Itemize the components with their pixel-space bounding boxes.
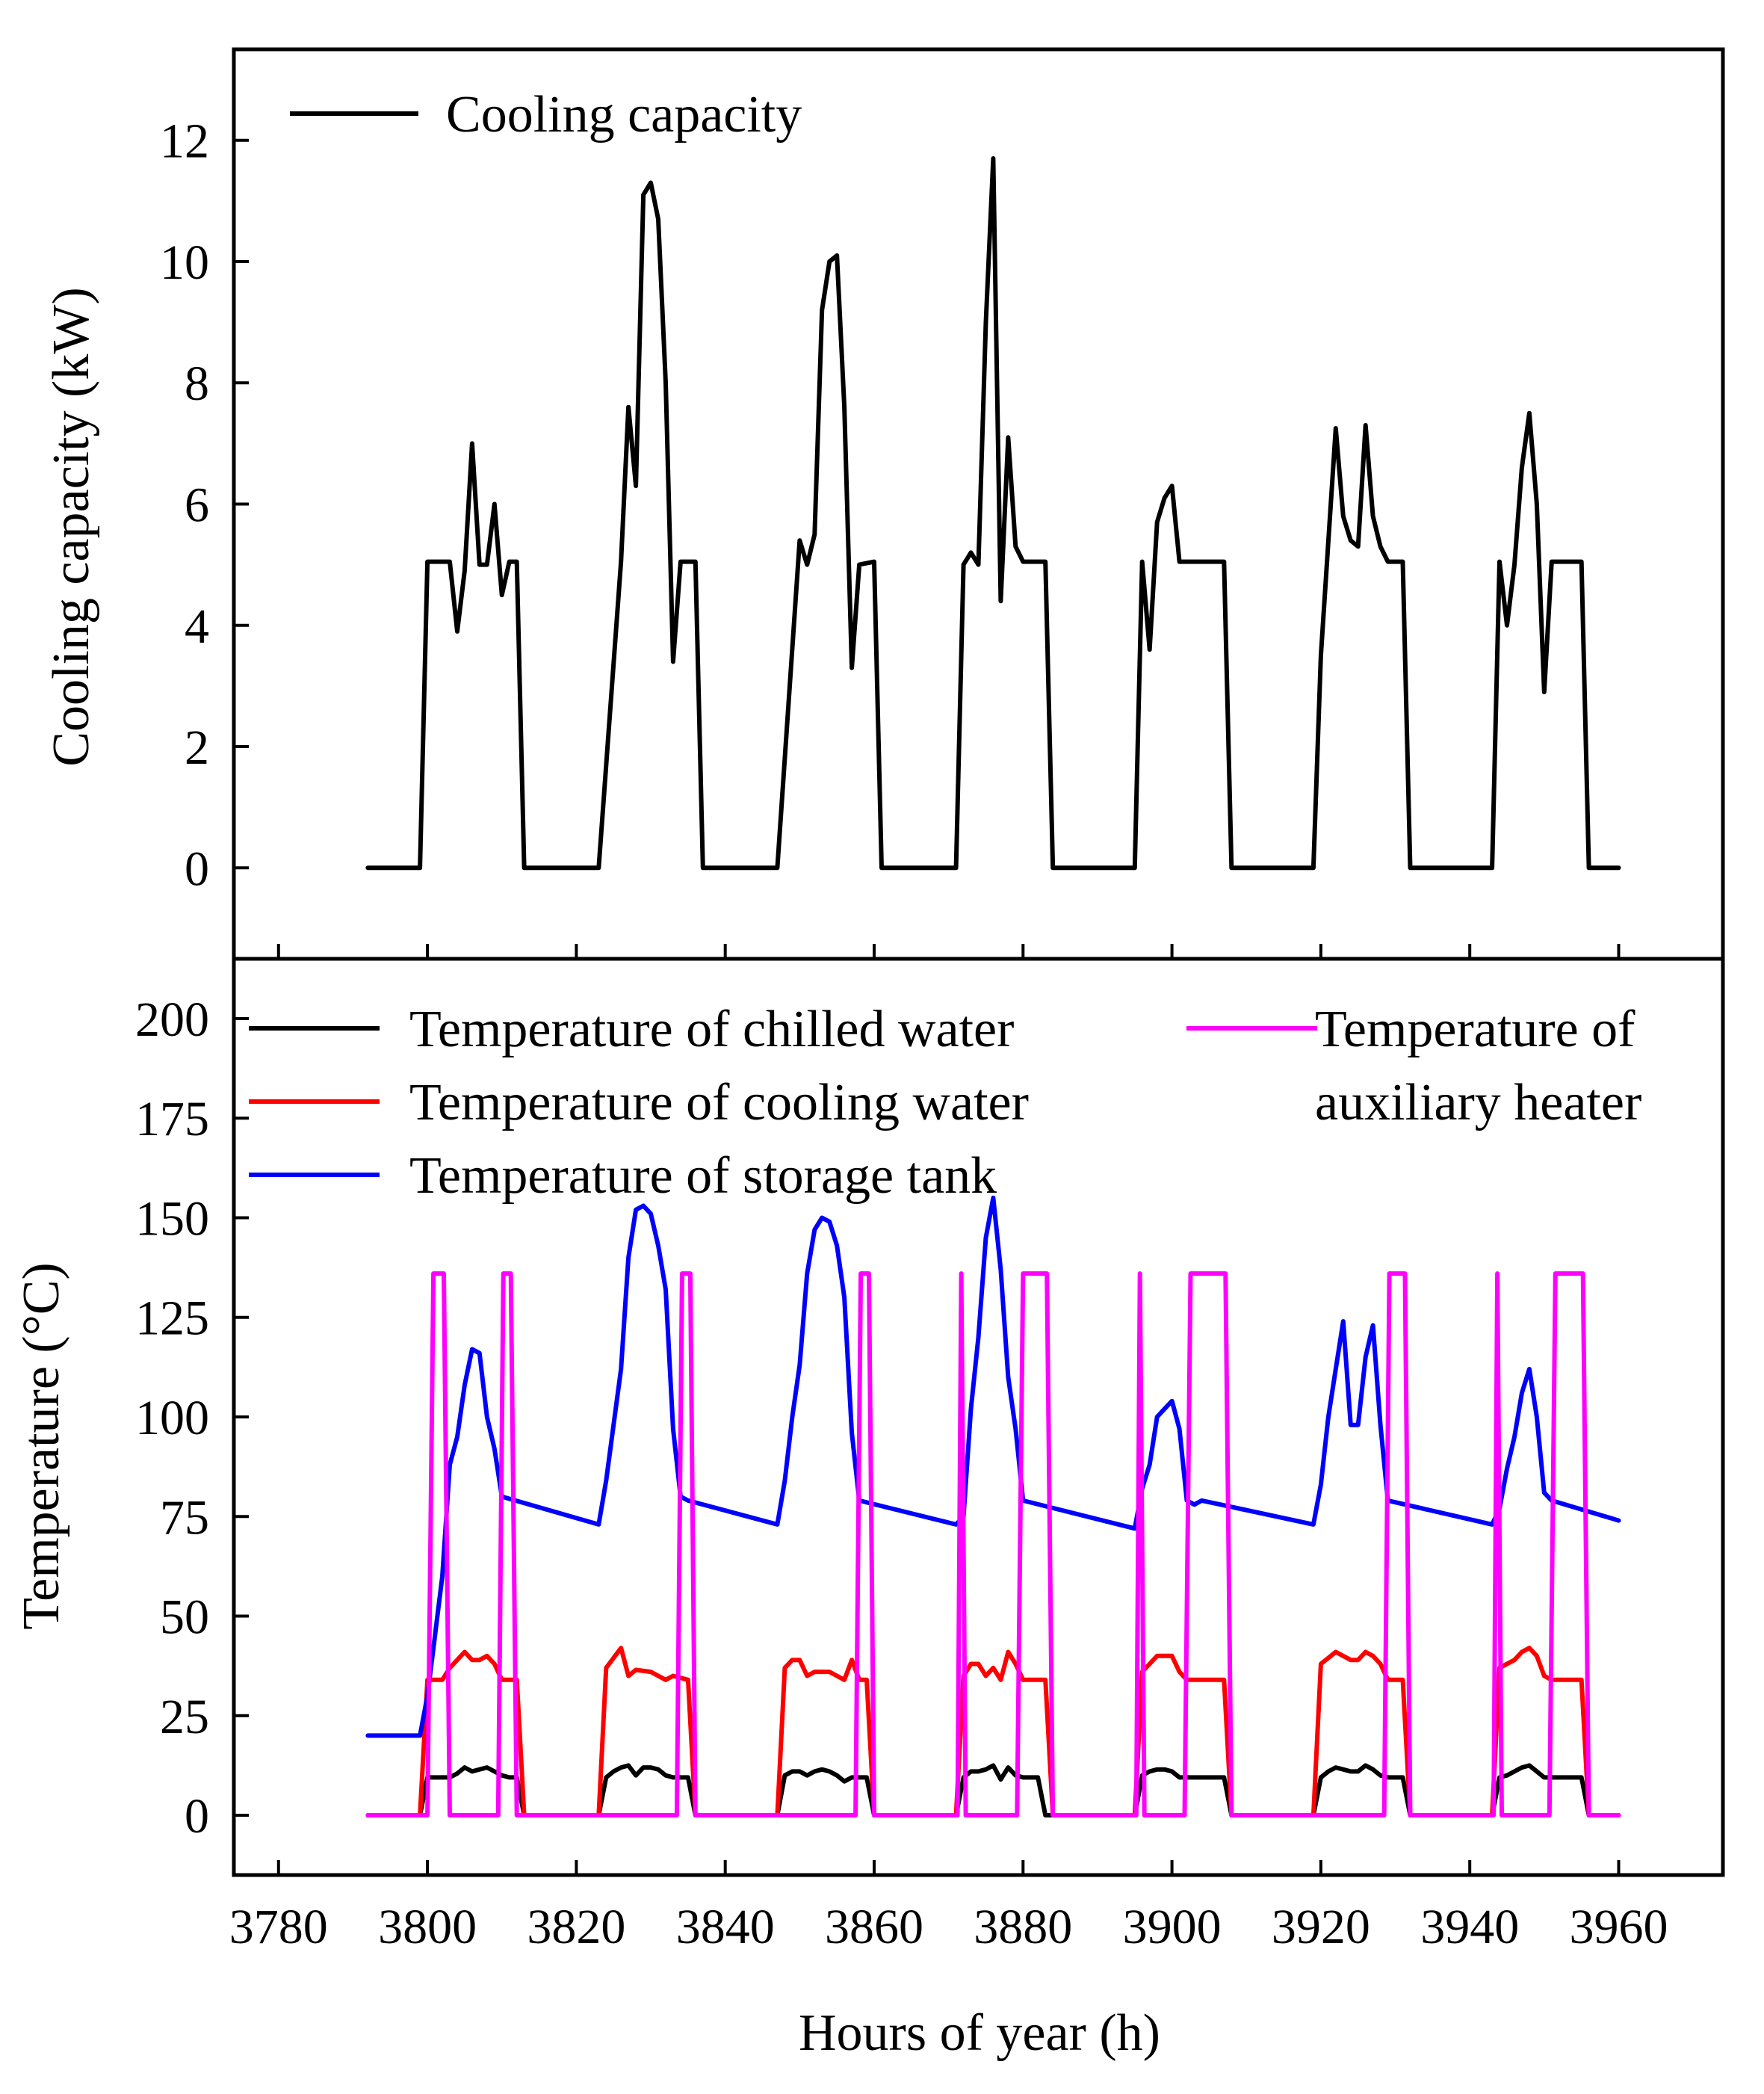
series-line-temperature-of-cooling-water — [365, 1646, 1621, 1817]
x-tick-label: 3780 — [229, 1900, 328, 1954]
y-tick-label: 12 — [160, 114, 209, 169]
y-tick-label: 2 — [185, 720, 209, 775]
y-tick-label: 175 — [135, 1092, 209, 1146]
x-tick-label: 3920 — [1272, 1900, 1370, 1954]
y-tick-label: 4 — [185, 599, 209, 654]
bottom-panel: Temperature (°C) 0 25 50 75 100 125 150 175 200 3… — [13, 957, 1725, 1954]
x-tick-label: 3820 — [527, 1900, 625, 1954]
legend-label: Temperature of cooling water — [409, 1074, 1029, 1131]
y-tick-label: 125 — [135, 1291, 209, 1346]
series-line-temperature-of-chilled-water — [365, 1763, 1621, 1817]
y-tick-label: 10 — [160, 235, 209, 290]
top-panel: Cooling capacity (kW) 0 2 4 6 8 10 12 Cooling c… — [43, 47, 1725, 961]
y-tick-label: 75 — [160, 1490, 209, 1545]
x-tick-label: 3860 — [825, 1900, 923, 1954]
y-tick-label: 0 — [185, 1789, 209, 1844]
x-tick-label: 3940 — [1420, 1900, 1519, 1954]
x-axis-title: Hours of year (h) — [799, 2004, 1160, 2062]
bottom-y-axis-title: Temperature (°C) — [13, 1262, 70, 1629]
legend-label: Temperature of storage tank — [409, 1147, 997, 1205]
y-tick-label: 200 — [135, 992, 209, 1047]
y-tick-label: 150 — [135, 1191, 209, 1246]
series-line-temperature-of-storage-tank — [365, 1195, 1621, 1738]
x-tick-label: 3880 — [974, 1900, 1072, 1954]
y-tick-label: 25 — [160, 1690, 209, 1744]
series-line-temperature-of-auxiliary-heater — [365, 1271, 1621, 1817]
y-tick-label: 50 — [160, 1590, 209, 1645]
legend-label: Cooling capacity — [446, 86, 802, 143]
x-tick-label: 3960 — [1569, 1900, 1668, 1954]
x-tick-label: 3900 — [1123, 1900, 1222, 1954]
y-tick-label: 100 — [135, 1391, 209, 1445]
y-tick-label: 0 — [185, 841, 209, 896]
y-tick-label: 8 — [185, 356, 209, 411]
legend-label: Temperature of chilled water — [409, 1001, 1014, 1058]
legend-label: Temperature of — [1315, 1001, 1635, 1058]
panel-frame — [232, 957, 1725, 1877]
series-line-cooling-capacity — [365, 156, 1621, 871]
x-tick-label: 3840 — [676, 1900, 775, 1954]
legend-label: auxiliary heater — [1315, 1074, 1641, 1131]
top-y-axis-title: Cooling capacity (kW) — [43, 287, 100, 766]
y-tick-label: 6 — [185, 478, 209, 533]
x-tick-label: 3800 — [378, 1900, 477, 1954]
